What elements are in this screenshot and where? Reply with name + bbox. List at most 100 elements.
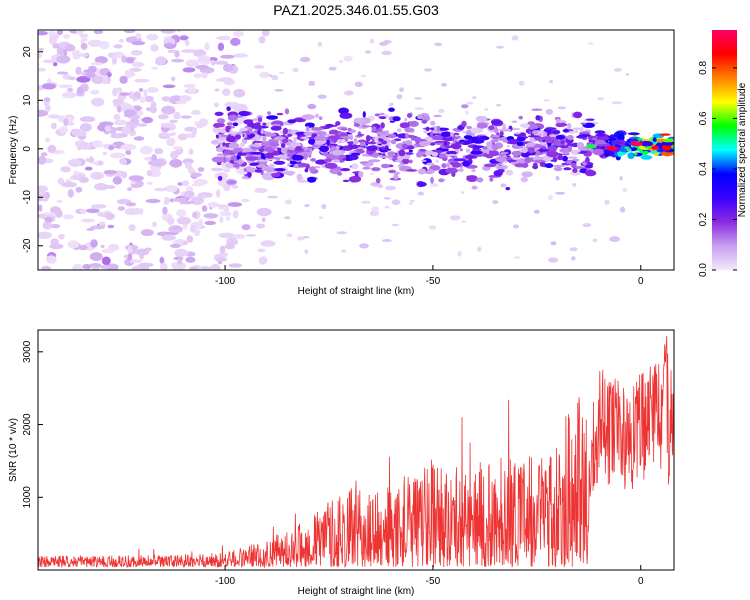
heatmap-cell [440, 131, 452, 137]
heatmap-cell [108, 145, 115, 151]
heatmap-cell [388, 133, 397, 139]
heatmap-cell [185, 59, 200, 67]
heatmap-cell [626, 148, 632, 152]
heatmap-cell [213, 102, 219, 108]
heatmap-cell [340, 168, 351, 172]
heatmap-cell [149, 105, 157, 114]
heatmap-cell [437, 125, 440, 132]
heatmap-cell [506, 138, 519, 145]
heatmap-cell [127, 253, 133, 261]
heatmap-cell [185, 186, 194, 193]
heatmap-cell [227, 114, 238, 122]
heatmap-cell [466, 175, 477, 179]
spectrogram-y-tick-label: 20 [22, 46, 33, 58]
heatmap-cell [399, 122, 411, 129]
colorbar-tick-label: 0.8 [698, 61, 709, 75]
heatmap-cell [380, 122, 385, 129]
heatmap-cell [80, 42, 88, 50]
heatmap-cell [240, 142, 245, 148]
heatmap-cell [359, 142, 366, 147]
heatmap-cell [453, 132, 460, 136]
heatmap-cell [546, 150, 559, 158]
heatmap-cell [483, 163, 497, 168]
heatmap-cell [304, 249, 309, 254]
heatmap-cell [271, 124, 281, 127]
heatmap-cell [505, 187, 511, 191]
heatmap-cell [400, 155, 411, 160]
snr-panel: -100 -50 0 1000 2000 3000 Height of straight… [8, 329, 675, 597]
heatmap-cell [283, 170, 296, 175]
spectrogram-frame [37, 29, 675, 271]
heatmap-cell [125, 149, 132, 155]
heatmap-cell [493, 170, 503, 177]
heatmap-cell [42, 221, 53, 230]
heatmap-cell [490, 120, 502, 125]
heatmap-cell [106, 72, 112, 78]
heatmap-cell [507, 159, 517, 162]
heatmap-cell [585, 164, 593, 169]
heatmap-cell [241, 198, 250, 203]
heatmap-cell [245, 234, 257, 237]
heatmap-cell [376, 130, 389, 136]
heatmap-cell [129, 124, 135, 133]
heatmap-cell [254, 169, 263, 173]
heatmap-cell [444, 141, 448, 147]
snr-y-tick-label: 3000 [22, 340, 33, 363]
spectrogram-cells [38, 30, 674, 270]
heatmap-cell [49, 206, 61, 214]
heatmap-cell [391, 223, 399, 227]
heatmap-cell [449, 215, 461, 221]
heatmap-cell [72, 263, 83, 270]
heatmap-cell [405, 133, 410, 139]
heatmap-cell [567, 123, 572, 130]
heatmap-cell [476, 122, 488, 129]
heatmap-cell [532, 130, 538, 135]
heatmap-cell [378, 41, 389, 46]
heatmap-cell [514, 163, 526, 168]
heatmap-cell [292, 131, 298, 136]
heatmap-cell [498, 128, 512, 132]
heatmap-cell [383, 197, 392, 200]
heatmap-cell [585, 157, 590, 164]
heatmap-cell [119, 158, 128, 165]
heatmap-cell [538, 149, 550, 152]
heatmap-cell [230, 37, 241, 47]
heatmap-cell [64, 44, 76, 52]
heatmap-cell [464, 155, 475, 159]
heatmap-cell [38, 204, 43, 212]
heatmap-cell [264, 152, 274, 159]
heatmap-cell [125, 72, 136, 77]
heatmap-cell [51, 122, 57, 130]
heatmap-cell [75, 66, 82, 75]
heatmap-cell [233, 53, 248, 58]
heatmap-cell [435, 159, 440, 163]
heatmap-cell [513, 224, 519, 229]
colorbar-gradient [712, 30, 737, 270]
heatmap-cell [194, 229, 201, 237]
heatmap-cell [279, 71, 284, 74]
heatmap-cell [201, 205, 208, 212]
spectrogram-x-tick-label: -50 [426, 276, 441, 287]
heatmap-cell [160, 122, 175, 128]
heatmap-cell [45, 255, 57, 264]
heatmap-cell [177, 133, 188, 141]
heatmap-cell [408, 202, 413, 205]
heatmap-cell [250, 118, 260, 121]
heatmap-cell [38, 47, 45, 52]
heatmap-cell [357, 139, 367, 143]
heatmap-cell [369, 38, 374, 44]
heatmap-cell [296, 173, 303, 181]
heatmap-cell [212, 126, 222, 134]
heatmap-cell [222, 156, 227, 163]
heatmap-cell [214, 111, 224, 116]
heatmap-cell [57, 177, 65, 185]
heatmap-cell [260, 128, 264, 135]
heatmap-cell [392, 116, 401, 122]
heatmap-cell [84, 166, 93, 171]
heatmap-cell [49, 36, 58, 45]
heatmap-cell [539, 162, 546, 166]
heatmap-cell [325, 123, 334, 128]
heatmap-cell [105, 263, 119, 270]
heatmap-cell [258, 256, 268, 265]
